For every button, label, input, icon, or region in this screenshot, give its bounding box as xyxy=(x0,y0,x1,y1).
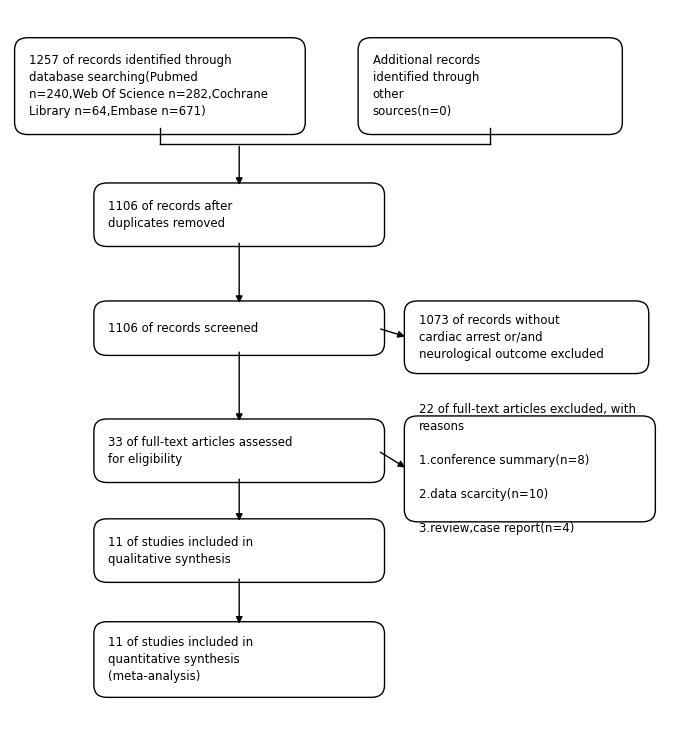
FancyBboxPatch shape xyxy=(94,519,384,582)
FancyBboxPatch shape xyxy=(94,183,384,246)
Text: 11 of studies included in
qualitative synthesis: 11 of studies included in qualitative sy… xyxy=(108,536,253,566)
Text: Additional records
identified through
other
sources(n=0): Additional records identified through ot… xyxy=(373,54,480,118)
FancyBboxPatch shape xyxy=(14,38,306,135)
FancyBboxPatch shape xyxy=(94,301,384,356)
FancyBboxPatch shape xyxy=(94,419,384,483)
Text: 1106 of records screened: 1106 of records screened xyxy=(108,321,259,335)
FancyBboxPatch shape xyxy=(404,301,649,373)
Text: 1106 of records after
duplicates removed: 1106 of records after duplicates removed xyxy=(108,200,233,230)
Text: 11 of studies included in
quantitative synthesis
(meta-analysis): 11 of studies included in quantitative s… xyxy=(108,636,253,683)
FancyBboxPatch shape xyxy=(358,38,623,135)
Text: 1073 of records without
cardiac arrest or/and
neurological outcome excluded: 1073 of records without cardiac arrest o… xyxy=(419,313,603,361)
Text: 1257 of records identified through
database searching(Pubmed
n=240,Web Of Scienc: 1257 of records identified through datab… xyxy=(29,54,268,118)
Text: 22 of full-text articles excluded, with
reasons

1.conference summary(n=8)

2.da: 22 of full-text articles excluded, with … xyxy=(419,403,636,535)
Text: 33 of full-text articles assessed
for eligibility: 33 of full-text articles assessed for el… xyxy=(108,436,293,466)
FancyBboxPatch shape xyxy=(94,622,384,698)
FancyBboxPatch shape xyxy=(404,416,656,522)
